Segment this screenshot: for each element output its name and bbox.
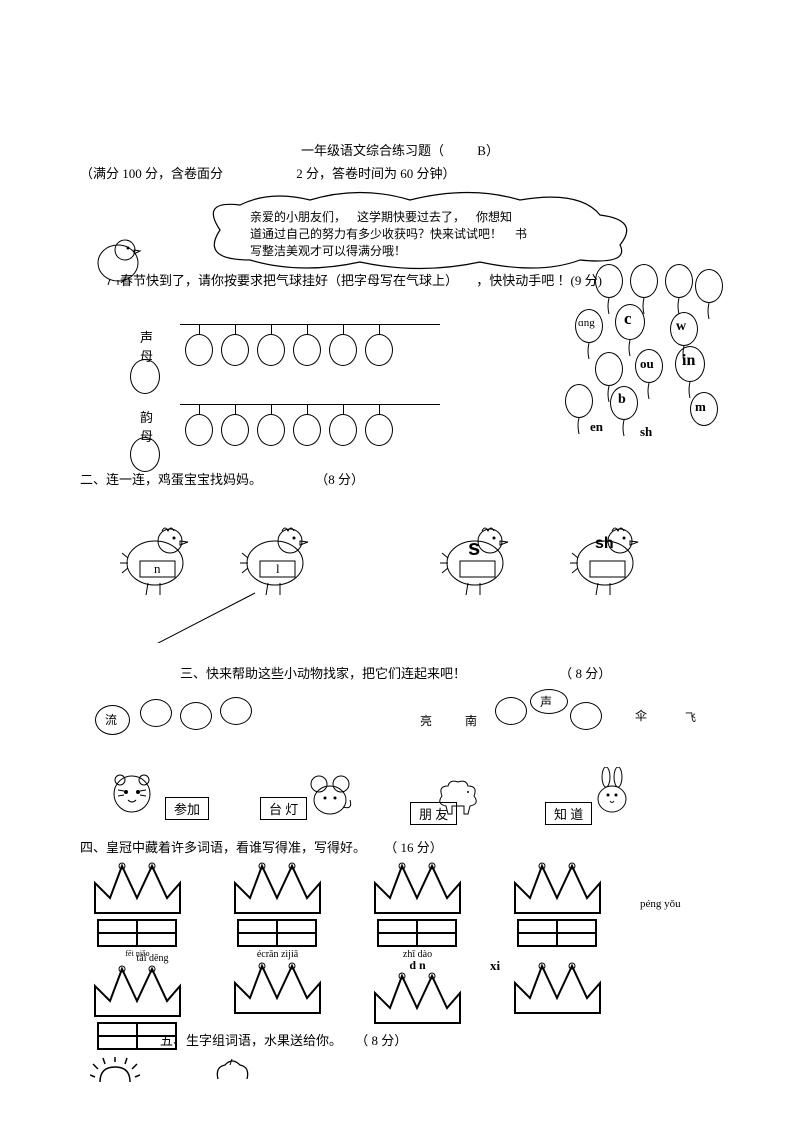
sun-partial-icon	[90, 1057, 140, 1082]
subtitle-row: （满分 100 分，含卷面分 2 分，答卷时间为 60 分钟）	[80, 163, 720, 182]
rabbit-icon	[590, 767, 635, 817]
q1-area: 声 母 韵 母	[80, 319, 720, 469]
q4-crowns: fēi niǎo écrān zìjiā zhī dào péng yǒu tá…	[80, 858, 720, 1038]
letter-l: l	[276, 561, 280, 576]
crown-icon	[510, 858, 605, 923]
q3-text: 三、快来帮助这些小动物找家，把它们连起来吧！ （ 8 分）	[180, 663, 720, 682]
crown-icon	[370, 968, 465, 1033]
q4-text: 四、皇冠中藏着许多词语，看谁写得准，写得好。 （ 16 分）	[80, 837, 720, 856]
letter-n: n	[154, 561, 161, 576]
egg-shengmu	[130, 359, 160, 394]
crown-icon	[230, 958, 325, 1023]
letter-sh: sh	[595, 535, 614, 552]
pinyin-pengyou: péng yǒu	[640, 898, 681, 910]
subtitle-mid: 2 分，答卷时间为	[296, 166, 397, 181]
subtitle-time: 60 分钟）	[400, 166, 455, 181]
crown-icon	[510, 958, 605, 1023]
word-pengyou: 朋 友	[410, 802, 457, 825]
title-row: 一年级语文综合练习题（ B）	[80, 140, 720, 159]
title-variant: B）	[477, 143, 499, 158]
q3-area: 流 亮 南 声 伞 飞	[80, 687, 720, 747]
egg-yunmu	[130, 437, 160, 472]
q2-area: n l	[80, 523, 720, 663]
crown-icon	[90, 961, 185, 1026]
crown-icon	[370, 858, 465, 923]
crown-icon	[230, 858, 325, 923]
balloon-cluster: ɑng c w ou in b m en sh	[540, 264, 740, 454]
q3-animals: 参加 台 灯 朋 友 知 道	[80, 772, 720, 832]
crown-icon	[90, 858, 185, 923]
page-container: 一年级语文综合练习题（ B） （满分 100 分，含卷面分 2 分，答卷时间为 …	[0, 0, 800, 1133]
q5-partial	[80, 1057, 720, 1082]
fruit-partial-icon	[210, 1057, 255, 1079]
mouse-icon	[305, 772, 355, 820]
q2-text: 二、连一连，鸡蛋宝宝找妈妈。 （8 分）	[80, 469, 720, 488]
tiger-icon	[110, 772, 155, 817]
word-taideng: 台 灯	[260, 797, 307, 820]
word-zhidao: 知 道	[545, 802, 592, 825]
letter-s: s	[468, 535, 480, 560]
subtitle-left: （满分 100 分，含卷面分	[80, 166, 223, 181]
title-text: 一年级语文综合练习题（	[301, 143, 444, 158]
chick-icon	[90, 235, 150, 290]
bubble-text: 亲爱的小朋友们， 这学期快要过去了， 你想知 道通过自己的努力有多少收获吗？快来…	[250, 208, 527, 259]
word-canjia: 参加	[165, 797, 209, 820]
